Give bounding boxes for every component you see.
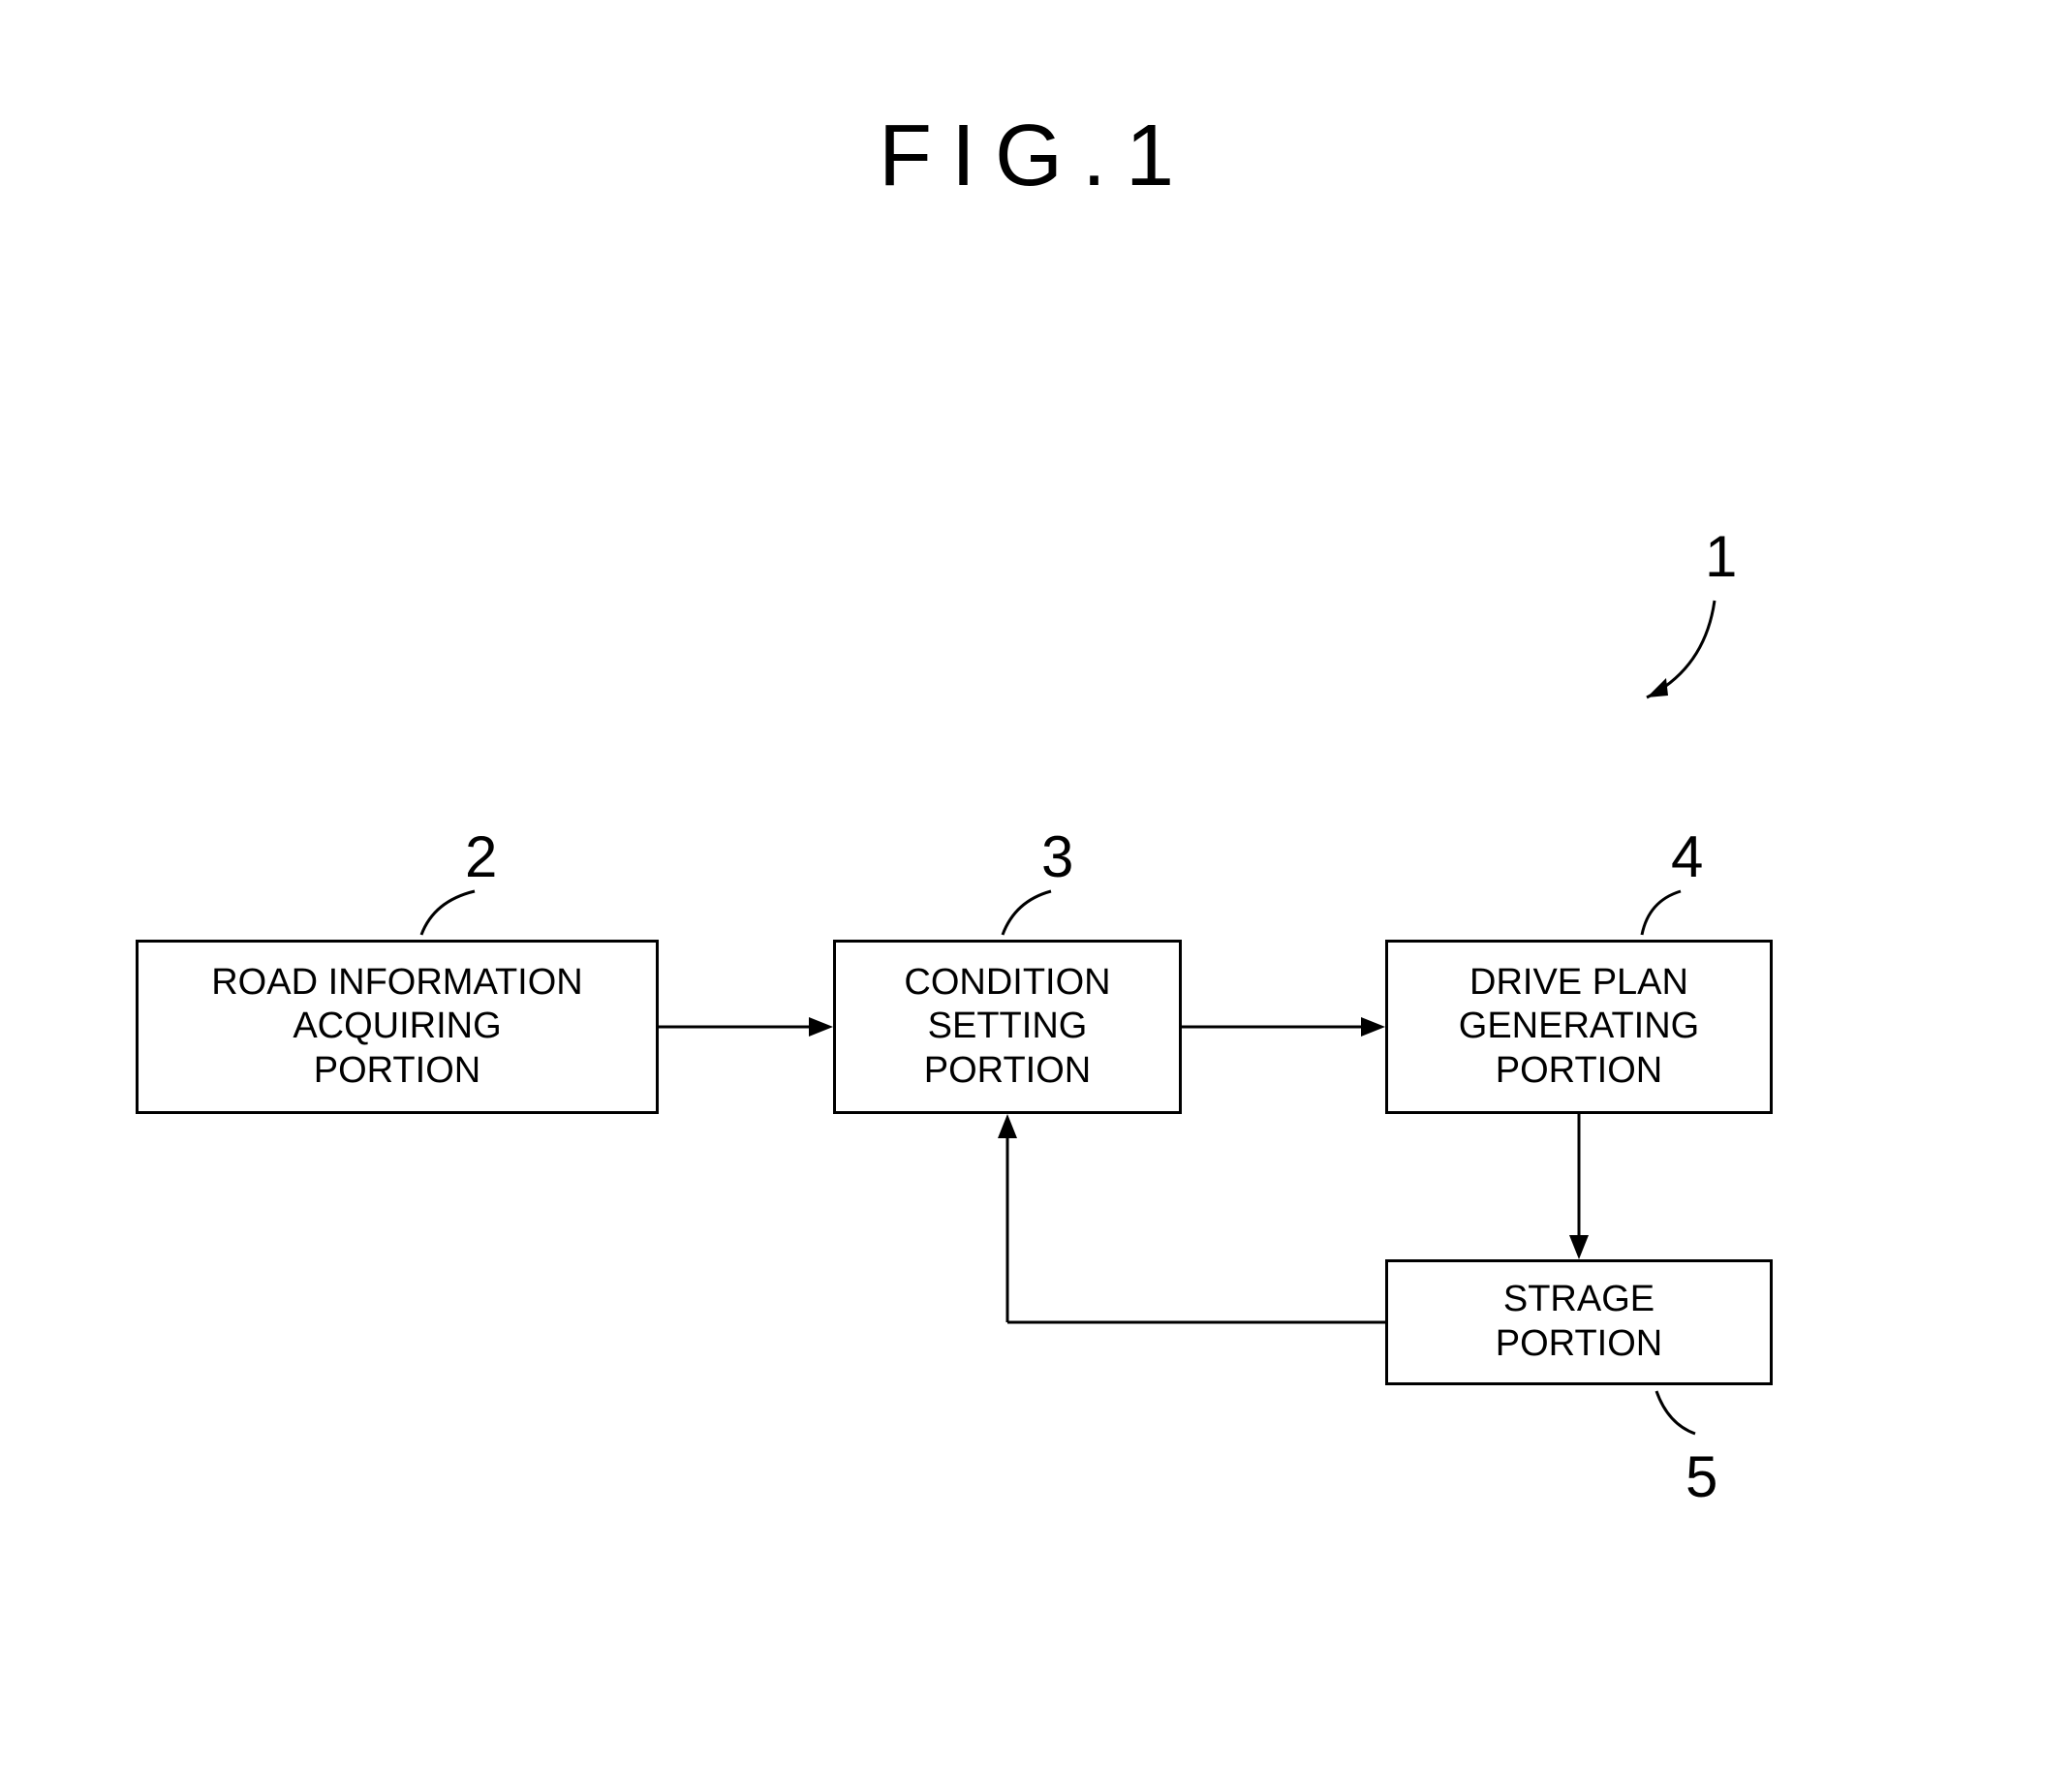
arrow-5-to-3-feedback <box>0 0 2072 1765</box>
flowchart-diagram: 1 ROAD INFORMATION ACQUIRING PORTION 2 C… <box>0 0 2072 1765</box>
